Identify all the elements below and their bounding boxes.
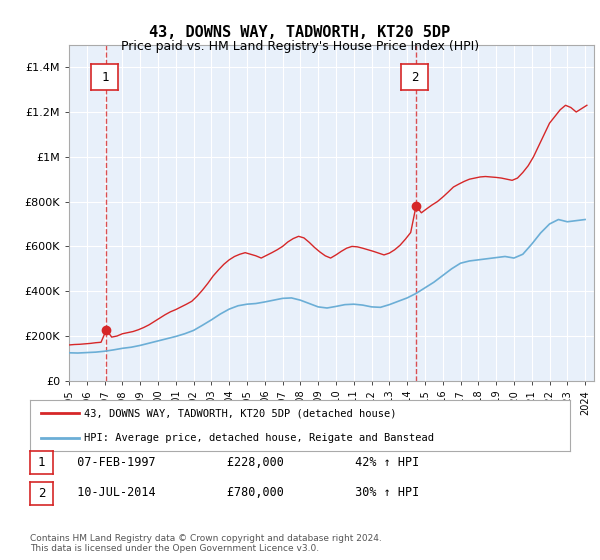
Text: Price paid vs. HM Land Registry's House Price Index (HPI): Price paid vs. HM Land Registry's House … — [121, 40, 479, 53]
Text: 1: 1 — [38, 456, 45, 469]
Text: 43, DOWNS WAY, TADWORTH, KT20 5DP (detached house): 43, DOWNS WAY, TADWORTH, KT20 5DP (detac… — [84, 408, 397, 418]
Text: 07-FEB-1997          £228,000          42% ↑ HPI: 07-FEB-1997 £228,000 42% ↑ HPI — [63, 455, 419, 469]
Text: 43, DOWNS WAY, TADWORTH, KT20 5DP: 43, DOWNS WAY, TADWORTH, KT20 5DP — [149, 25, 451, 40]
Text: HPI: Average price, detached house, Reigate and Banstead: HPI: Average price, detached house, Reig… — [84, 433, 434, 443]
Text: Contains HM Land Registry data © Crown copyright and database right 2024.
This d: Contains HM Land Registry data © Crown c… — [30, 534, 382, 553]
Text: 10-JUL-2014          £780,000          30% ↑ HPI: 10-JUL-2014 £780,000 30% ↑ HPI — [63, 486, 419, 500]
Text: 1: 1 — [101, 71, 109, 83]
Text: 2: 2 — [411, 71, 418, 83]
Text: 2: 2 — [38, 487, 45, 500]
